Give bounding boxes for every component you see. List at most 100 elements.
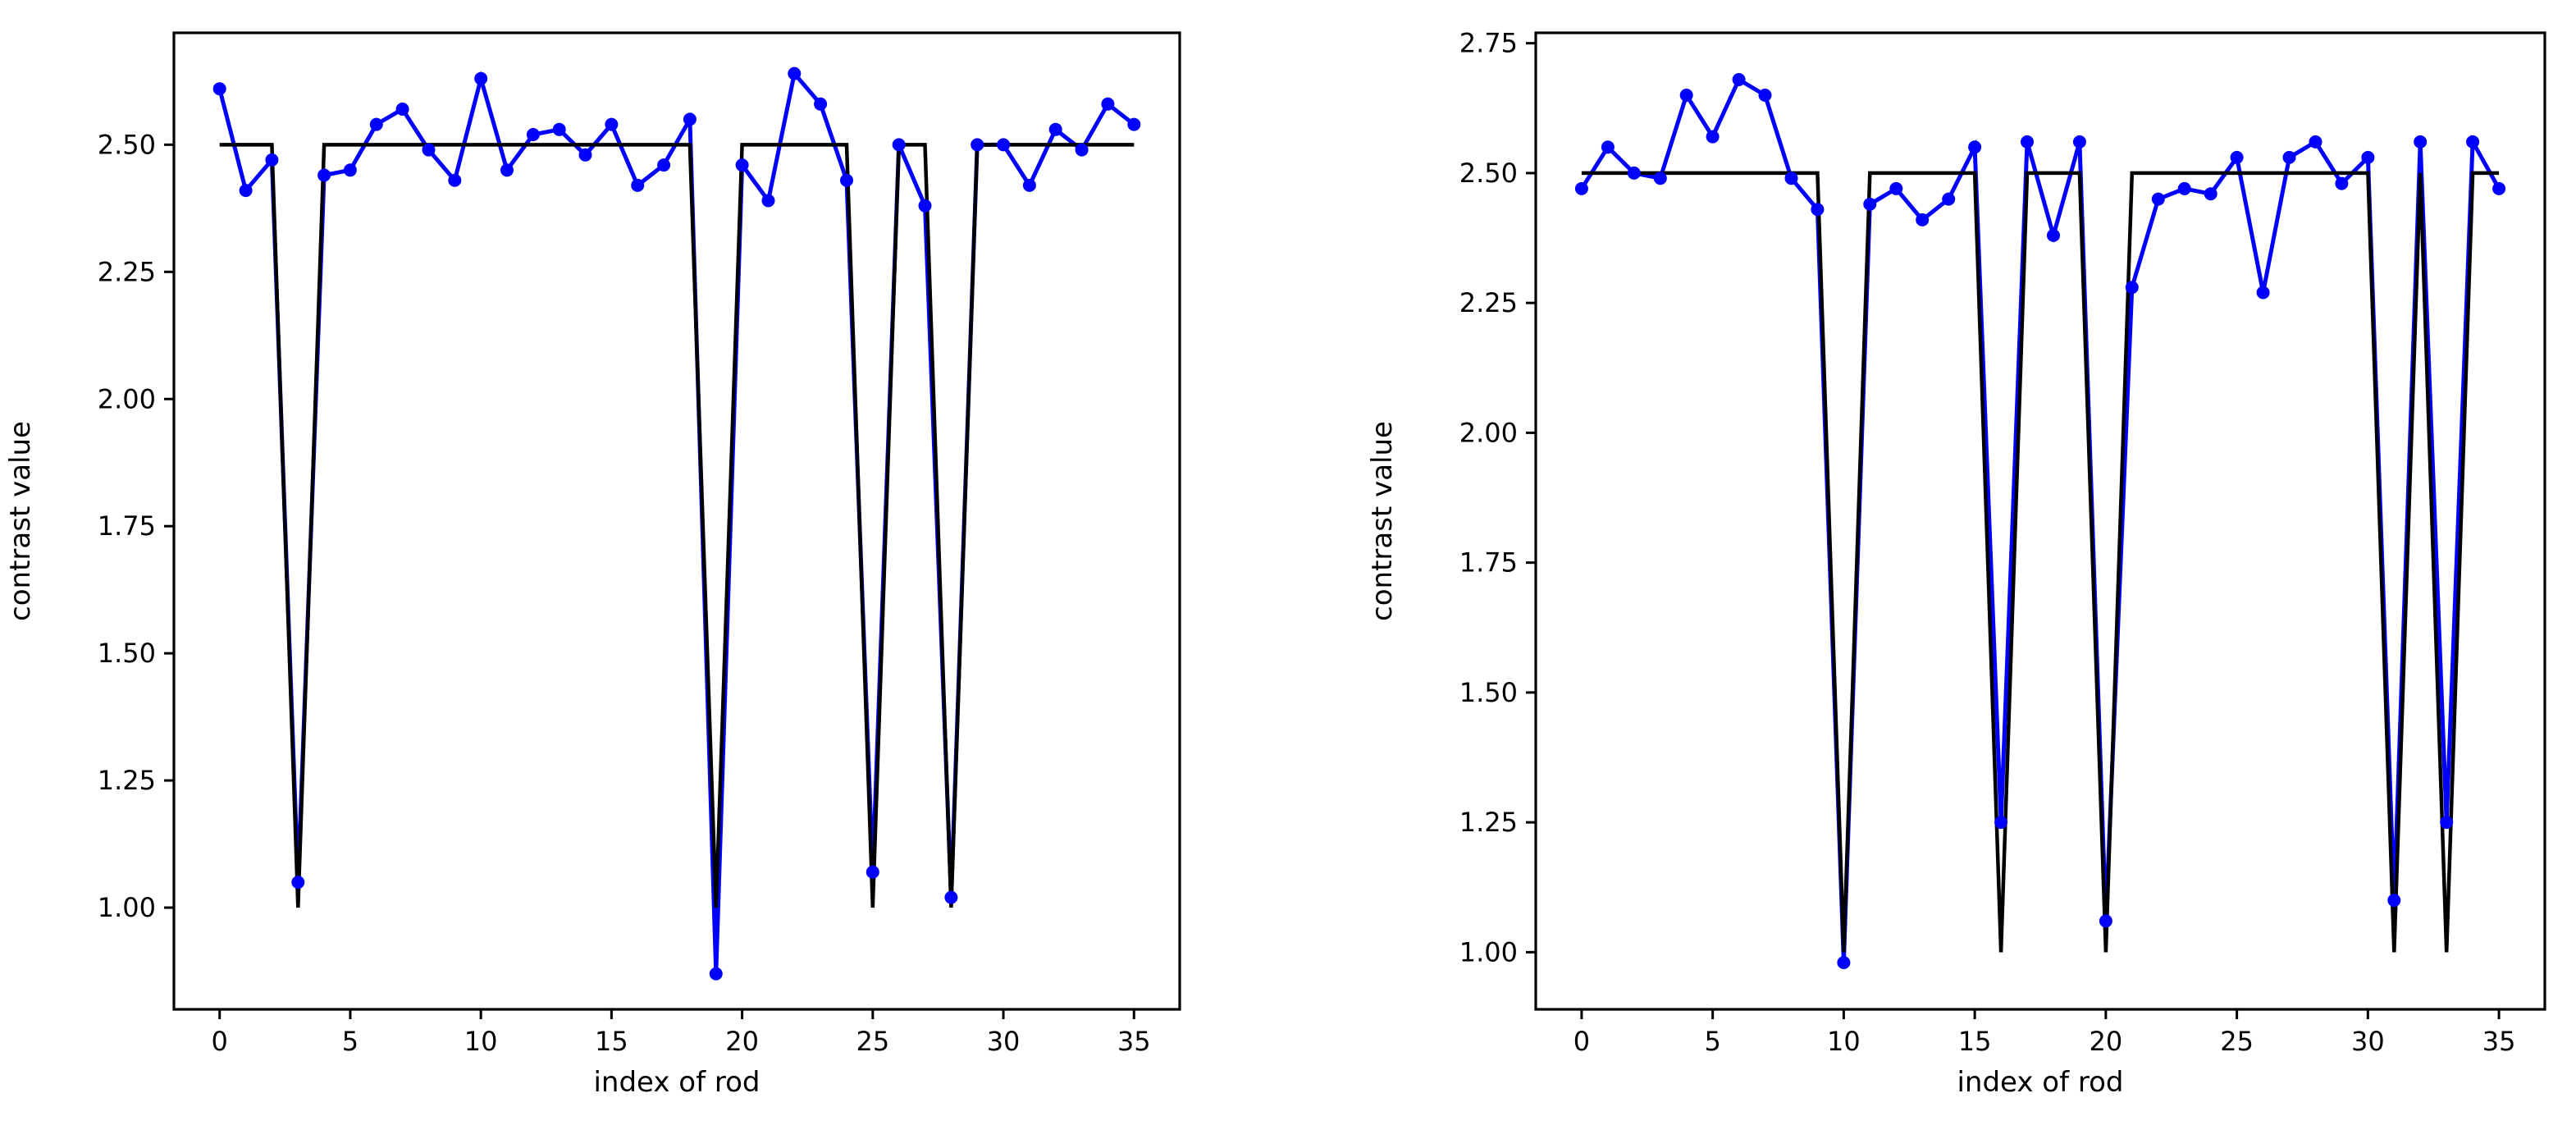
data-point (2361, 150, 2375, 164)
data-point (500, 163, 514, 177)
data-point (369, 117, 383, 131)
data-point (1994, 816, 2008, 830)
data-point (317, 168, 331, 182)
x-axis-label: index of rod (1957, 1066, 2123, 1099)
y-tick-label: 1.25 (98, 765, 156, 796)
chart-right: 0 5 10 15 20 25 30 35 1.00 1.25 1.50 1.75 2.00 2.25 2.… (1366, 28, 2546, 1099)
data-point (2021, 135, 2034, 149)
y-tick-label: 1.00 (98, 892, 156, 923)
data-point (1732, 73, 1746, 86)
y-tick-label: 2.25 (98, 256, 156, 287)
data-point (526, 128, 540, 141)
data-point (1101, 97, 1115, 111)
data-point (1837, 956, 1851, 969)
y-tick-label: 1.75 (98, 510, 156, 542)
data-point (578, 148, 592, 162)
data-point (2440, 816, 2454, 830)
x-tick-label: 25 (856, 1026, 889, 1057)
data-point (291, 876, 305, 890)
data-point (474, 71, 488, 85)
data-point (395, 103, 409, 116)
data-point (735, 158, 749, 172)
data-point (1048, 122, 1062, 136)
x-tick-label: 10 (1827, 1026, 1861, 1057)
chart-left: 0 5 10 15 20 25 30 35 1.00 1.25 1.50 1.75 2.00 2.25 2.… (4, 31, 1181, 1099)
y-axis-label: contrast value (1366, 421, 1399, 621)
x-tick-label: 5 (342, 1026, 359, 1057)
data-point (1075, 143, 1089, 157)
data-point (2177, 181, 2191, 195)
data-point (1653, 172, 1667, 185)
data-point (2099, 914, 2112, 928)
x-tick-label: 20 (2090, 1026, 2123, 1057)
data-point (2492, 181, 2506, 195)
data-point (265, 153, 279, 167)
data-point (1127, 117, 1141, 131)
x-tick-label: 0 (1573, 1026, 1590, 1057)
series-line-1 (1581, 171, 2500, 953)
x-tick-label: 5 (1704, 1026, 1720, 1057)
axes-frame (1534, 31, 2546, 1011)
y-tick-label: 1.00 (1459, 936, 1518, 967)
y-axis-label: contrast value (4, 421, 37, 621)
x-tick-label: 35 (1117, 1026, 1151, 1057)
y-tick-label: 2.50 (1459, 158, 1518, 189)
y-tick-label: 2.50 (98, 129, 156, 160)
x-tick-label: 20 (725, 1026, 759, 1057)
data-point (944, 890, 958, 904)
data-point (2125, 281, 2139, 295)
data-point (2282, 150, 2296, 164)
data-point (212, 82, 226, 96)
data-point (1679, 89, 1693, 102)
y-tick-label: 1.75 (1459, 547, 1518, 579)
x-tick-label: 35 (2482, 1026, 2516, 1057)
data-point (709, 967, 723, 981)
data-point (2047, 228, 2060, 242)
data-point (2335, 176, 2349, 190)
data-point (2072, 135, 2086, 149)
y-tick-label: 1.50 (1459, 677, 1518, 708)
data-point (1889, 181, 1903, 195)
data-point (2151, 192, 2165, 206)
y-tick-label: 1.25 (1459, 807, 1518, 838)
data-point (657, 158, 671, 172)
data-point (605, 117, 619, 131)
axes-frame (172, 31, 1181, 1011)
data-point (2466, 135, 2480, 149)
data-point (683, 112, 697, 126)
data-point (1942, 192, 1956, 206)
data-point (2414, 135, 2428, 149)
y-tick-label: 2.00 (1459, 417, 1518, 448)
data-point (448, 173, 462, 187)
data-point (761, 194, 775, 208)
data-point (422, 143, 436, 157)
x-axis-label: index of rod (593, 1066, 760, 1099)
data-point (1574, 181, 1588, 195)
data-point (552, 122, 566, 136)
data-point (631, 178, 645, 192)
y-tick-label: 2.75 (1459, 28, 1518, 59)
data-point (2204, 187, 2217, 201)
data-point (1811, 203, 1825, 217)
data-point (814, 97, 828, 111)
data-point (2387, 894, 2401, 908)
data-point (788, 66, 802, 80)
data-point (1968, 140, 1982, 154)
y-tick-label: 2.25 (1459, 287, 1518, 318)
data-point (918, 199, 932, 213)
data-point (1784, 172, 1798, 185)
data-point (1863, 197, 1877, 211)
x-tick-label: 30 (987, 1026, 1021, 1057)
data-point (2256, 286, 2270, 300)
data-point (2309, 135, 2323, 149)
x-tick-label: 25 (2220, 1026, 2254, 1057)
data-point (971, 138, 984, 152)
x-tick-label: 15 (595, 1026, 628, 1057)
y-tick-label: 2.00 (98, 383, 156, 414)
data-point (343, 163, 357, 177)
data-point (1601, 140, 1615, 154)
y-tick-label: 1.50 (98, 638, 156, 669)
x-tick-label: 10 (464, 1026, 498, 1057)
